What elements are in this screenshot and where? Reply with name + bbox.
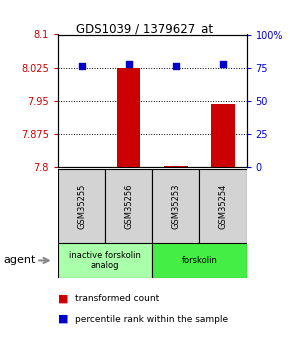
Text: transformed count: transformed count [75, 294, 160, 303]
Text: ■: ■ [58, 294, 68, 303]
Point [173, 63, 178, 69]
Bar [200, 169, 246, 243]
Bar [152, 169, 200, 243]
Text: GSM35253: GSM35253 [171, 184, 180, 229]
Text: GSM35256: GSM35256 [124, 184, 133, 229]
Point [126, 61, 131, 67]
Text: forskolin: forskolin [182, 256, 217, 265]
Point [79, 63, 84, 69]
Text: ■: ■ [58, 314, 68, 324]
Bar [105, 169, 152, 243]
Text: inactive forskolin
analog: inactive forskolin analog [69, 251, 141, 270]
Point [221, 61, 225, 67]
Bar [211, 104, 235, 167]
Bar [117, 68, 140, 167]
Text: GSM35255: GSM35255 [77, 184, 86, 229]
Bar [164, 166, 188, 167]
Text: GSM35254: GSM35254 [218, 184, 227, 229]
Text: percentile rank within the sample: percentile rank within the sample [75, 315, 229, 324]
Bar [58, 243, 152, 278]
Bar [152, 243, 246, 278]
Text: agent: agent [3, 256, 35, 265]
Text: GDS1039 / 1379627_at: GDS1039 / 1379627_at [77, 22, 213, 36]
Bar [58, 169, 105, 243]
